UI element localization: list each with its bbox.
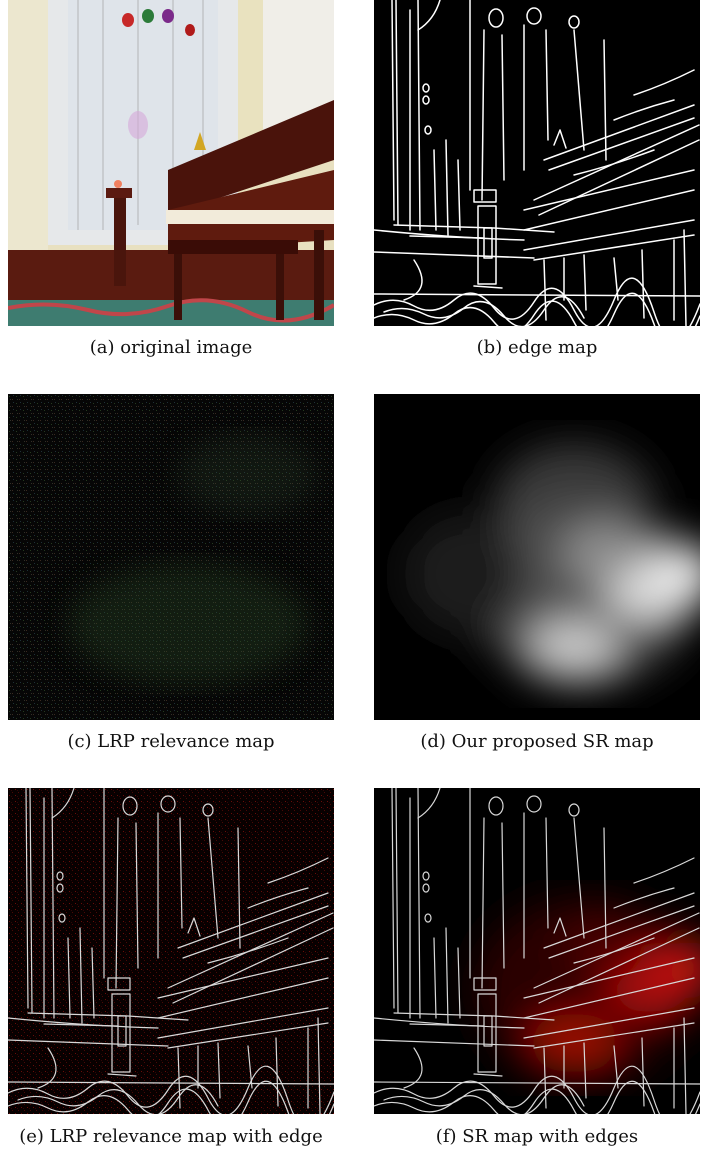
panel-lrp-relevance-map [8, 394, 334, 720]
panel-original-image [8, 0, 334, 326]
caption-f: (f) SR map with edges [435, 1126, 639, 1147]
panel-sr-map [374, 394, 700, 720]
caption-b: (b) edge map [476, 337, 598, 358]
caption-d: (d) Our proposed SR map [420, 731, 654, 752]
panel-edge-map [374, 0, 700, 326]
panel-lrp-with-edge [8, 788, 334, 1114]
caption-a: (a) original image [89, 337, 253, 358]
panel-sr-with-edges [374, 788, 700, 1114]
caption-e: (e) LRP relevance map with edge [19, 1126, 323, 1147]
caption-c: (c) LRP relevance map [67, 731, 275, 752]
